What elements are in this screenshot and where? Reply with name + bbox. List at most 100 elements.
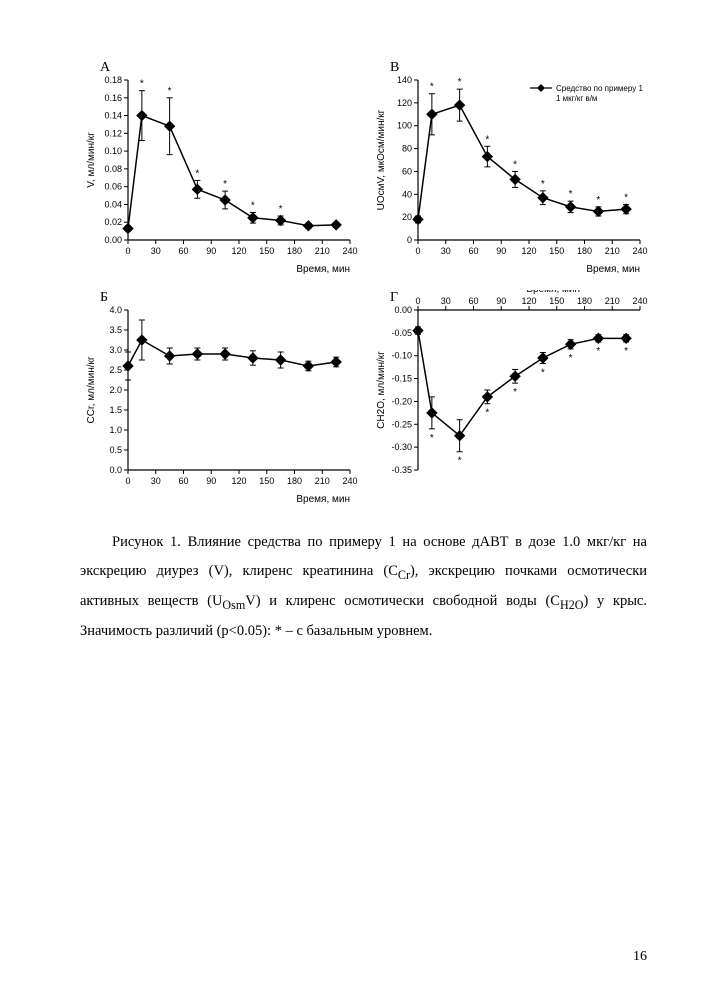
svg-text:-0.35: -0.35 bbox=[391, 465, 412, 475]
chart-svg-b: 0204060801001201400306090120150180210240… bbox=[370, 60, 650, 280]
svg-text:30: 30 bbox=[441, 296, 451, 306]
svg-text:0.04: 0.04 bbox=[104, 199, 122, 209]
svg-text:30: 30 bbox=[441, 246, 451, 256]
svg-text:*: * bbox=[513, 159, 517, 170]
svg-text:1.5: 1.5 bbox=[109, 405, 122, 415]
svg-text:0.00: 0.00 bbox=[394, 305, 412, 315]
svg-text:240: 240 bbox=[632, 296, 647, 306]
svg-text:90: 90 bbox=[206, 246, 216, 256]
svg-text:100: 100 bbox=[397, 121, 412, 131]
svg-text:210: 210 bbox=[605, 296, 620, 306]
svg-text:60: 60 bbox=[178, 476, 188, 486]
svg-text:V, мл/мин/кг: V, мл/мин/кг bbox=[86, 132, 97, 188]
svg-text:1.0: 1.0 bbox=[109, 425, 122, 435]
panel-a: А 0.000.020.040.060.080.100.120.140.160.… bbox=[80, 60, 360, 280]
svg-text:3.0: 3.0 bbox=[109, 345, 122, 355]
svg-text:210: 210 bbox=[315, 476, 330, 486]
svg-text:0.0: 0.0 bbox=[109, 465, 122, 475]
svg-text:*: * bbox=[251, 200, 255, 211]
svg-text:120: 120 bbox=[231, 476, 246, 486]
svg-text:*: * bbox=[195, 168, 199, 179]
svg-text:Время, мин: Время, мин bbox=[296, 494, 350, 505]
svg-text:Время, мин: Время, мин bbox=[586, 264, 640, 275]
svg-text:0: 0 bbox=[415, 246, 420, 256]
svg-text:0.5: 0.5 bbox=[109, 445, 122, 455]
figure-caption: Рисунок 1. Влияние средства по примеру 1… bbox=[80, 528, 647, 646]
svg-text:*: * bbox=[541, 179, 545, 190]
svg-text:0.00: 0.00 bbox=[104, 235, 122, 245]
svg-text:0.14: 0.14 bbox=[104, 111, 122, 121]
svg-text:60: 60 bbox=[468, 246, 478, 256]
svg-text:-0.25: -0.25 bbox=[391, 419, 412, 429]
svg-text:90: 90 bbox=[206, 476, 216, 486]
svg-text:СCr, мл/мин/кг: СCr, мл/мин/кг bbox=[86, 356, 97, 423]
svg-text:0.16: 0.16 bbox=[104, 93, 122, 103]
svg-text:210: 210 bbox=[315, 246, 330, 256]
svg-text:240: 240 bbox=[342, 476, 357, 486]
svg-text:180: 180 bbox=[577, 246, 592, 256]
svg-text:1 мкг/кг в/м: 1 мкг/кг в/м bbox=[556, 94, 597, 103]
svg-text:210: 210 bbox=[605, 246, 620, 256]
chart-svg-c: 0.00.51.01.52.02.53.03.54.00306090120150… bbox=[80, 290, 360, 510]
panel-b: В 02040608010012014003060901201501802102… bbox=[370, 60, 650, 280]
svg-text:140: 140 bbox=[397, 75, 412, 85]
svg-text:20: 20 bbox=[402, 212, 412, 222]
svg-text:-0.10: -0.10 bbox=[391, 351, 412, 361]
svg-text:0: 0 bbox=[125, 246, 130, 256]
svg-text:*: * bbox=[596, 346, 600, 357]
panel-letter: Г bbox=[390, 290, 398, 306]
svg-text:*: * bbox=[430, 82, 434, 93]
svg-text:240: 240 bbox=[342, 246, 357, 256]
svg-text:60: 60 bbox=[178, 246, 188, 256]
panel-letter: Б bbox=[100, 290, 108, 306]
charts-grid: А 0.000.020.040.060.080.100.120.140.160.… bbox=[80, 60, 647, 510]
svg-text:60: 60 bbox=[468, 296, 478, 306]
svg-text:120: 120 bbox=[521, 246, 536, 256]
page-number: 16 bbox=[633, 949, 647, 965]
svg-text:180: 180 bbox=[577, 296, 592, 306]
svg-text:180: 180 bbox=[287, 476, 302, 486]
svg-text:150: 150 bbox=[259, 246, 274, 256]
svg-text:80: 80 bbox=[402, 144, 412, 154]
svg-text:90: 90 bbox=[496, 246, 506, 256]
svg-text:60: 60 bbox=[402, 166, 412, 176]
svg-text:150: 150 bbox=[549, 246, 564, 256]
panel-letter: В bbox=[390, 60, 399, 76]
svg-text:-0.20: -0.20 bbox=[391, 396, 412, 406]
svg-text:240: 240 bbox=[632, 246, 647, 256]
svg-text:*: * bbox=[168, 86, 172, 97]
svg-text:UОсмV, мкОсм/мин/кг: UОсмV, мкОсм/мин/кг bbox=[376, 109, 387, 210]
svg-text:150: 150 bbox=[259, 476, 274, 486]
svg-text:*: * bbox=[485, 134, 489, 145]
svg-text:3.5: 3.5 bbox=[109, 325, 122, 335]
svg-text:0.18: 0.18 bbox=[104, 75, 122, 85]
svg-text:120: 120 bbox=[231, 246, 246, 256]
svg-text:0.12: 0.12 bbox=[104, 128, 122, 138]
svg-text:0.08: 0.08 bbox=[104, 164, 122, 174]
svg-text:180: 180 bbox=[287, 246, 302, 256]
svg-text:СH2O, мл/мин/кг: СH2O, мл/мин/кг bbox=[376, 351, 387, 429]
svg-text:0.10: 0.10 bbox=[104, 146, 122, 156]
svg-text:*: * bbox=[541, 367, 545, 378]
panel-d: Г -0.35 -0.30 -0.25 -0.20 -0.15 -0.10 -0.05 0.0… bbox=[370, 290, 650, 510]
svg-text:Средство по примеру 1: Средство по примеру 1 bbox=[556, 84, 643, 93]
svg-text:-0.30: -0.30 bbox=[391, 442, 412, 452]
svg-text:90: 90 bbox=[496, 296, 506, 306]
svg-text:30: 30 bbox=[151, 246, 161, 256]
svg-text:Время, мин: Время, мин bbox=[526, 290, 580, 295]
svg-text:4.0: 4.0 bbox=[109, 305, 122, 315]
svg-text:*: * bbox=[430, 433, 434, 444]
svg-text:*: * bbox=[569, 189, 573, 200]
svg-text:*: * bbox=[458, 77, 462, 88]
svg-text:-0.05: -0.05 bbox=[391, 328, 412, 338]
svg-text:2.0: 2.0 bbox=[109, 385, 122, 395]
svg-text:*: * bbox=[223, 179, 227, 190]
svg-text:2.5: 2.5 bbox=[109, 365, 122, 375]
svg-text:-0.15: -0.15 bbox=[391, 374, 412, 384]
svg-text:150: 150 bbox=[549, 296, 564, 306]
svg-text:0.06: 0.06 bbox=[104, 182, 122, 192]
svg-text:*: * bbox=[624, 193, 628, 204]
svg-text:*: * bbox=[569, 353, 573, 364]
svg-text:0: 0 bbox=[415, 296, 420, 306]
panel-letter: А bbox=[100, 60, 110, 76]
